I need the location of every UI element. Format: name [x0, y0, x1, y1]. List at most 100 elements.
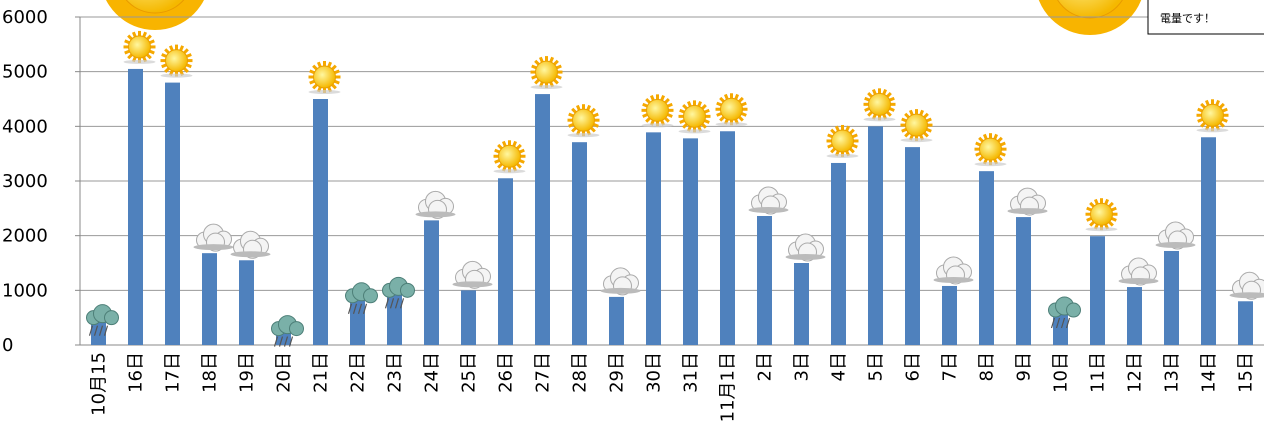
weather-icon	[1156, 222, 1196, 249]
x-tick-label: 6日	[903, 352, 924, 381]
x-tick-label: 21日	[311, 352, 332, 393]
x-tick-label: 11月1日	[718, 352, 739, 422]
weather-icon	[568, 104, 600, 137]
bar	[942, 286, 957, 345]
bar	[165, 83, 180, 345]
x-tick-label: 27日	[533, 352, 554, 393]
x-tick-label: 12日	[1125, 352, 1146, 393]
weather-icon	[864, 88, 896, 121]
sun-core	[499, 145, 521, 167]
weather-icon	[601, 268, 641, 295]
cloud-base	[231, 251, 271, 257]
sun-core	[684, 105, 706, 127]
bar	[979, 171, 994, 345]
weather-icon	[749, 187, 789, 214]
x-tick-label: 20日	[274, 352, 295, 393]
weather-icon	[494, 140, 526, 173]
x-tick-label: 19日	[237, 352, 258, 393]
sun-core	[906, 114, 928, 136]
x-tick-label: 26日	[496, 352, 517, 393]
weather-icon	[642, 94, 674, 127]
cloud-base	[601, 288, 641, 294]
sun-shadow	[531, 85, 563, 89]
rain-cloud	[401, 283, 415, 297]
bar	[572, 142, 587, 345]
sun-core	[1091, 203, 1113, 225]
x-tick-label: 16日	[126, 352, 147, 393]
bar	[905, 147, 920, 345]
bar	[1090, 236, 1105, 345]
x-tick-label: 5日	[866, 352, 887, 381]
weather-icon	[716, 93, 748, 126]
bar	[868, 126, 883, 345]
y-tick-label: 4000	[2, 116, 48, 137]
x-tick-label: 28日	[570, 352, 591, 393]
y-tick-label: 5000	[2, 62, 48, 83]
bar	[313, 99, 328, 345]
x-tick-label: 10日	[1051, 352, 1072, 393]
cloud-base	[453, 281, 493, 287]
weather-icon	[934, 257, 974, 284]
y-tick-label: 6000	[2, 7, 48, 28]
weather-icon	[124, 31, 156, 64]
sun-core	[166, 50, 188, 72]
x-tick-label: 15日	[1236, 352, 1257, 393]
weather-icon	[1230, 272, 1264, 299]
cloud-base	[416, 211, 456, 217]
bar	[720, 131, 735, 345]
x-tick-label: 29日	[607, 352, 628, 393]
bar	[461, 290, 476, 345]
bar	[1127, 287, 1142, 345]
annotation: 電量です！	[1160, 12, 1215, 25]
x-tick-label: 4日	[829, 352, 850, 381]
x-tick-label: 30日	[644, 352, 665, 393]
weather-icon	[531, 56, 563, 89]
bar	[535, 94, 550, 345]
y-tick-label: 1000	[2, 280, 48, 301]
y-tick-label: 2000	[2, 226, 48, 247]
sun-shadow	[827, 154, 859, 158]
cloud-base	[749, 207, 789, 213]
sun-core	[314, 66, 336, 88]
bar	[128, 69, 143, 345]
cloud-base	[934, 277, 974, 283]
rain-cloud	[1067, 303, 1081, 317]
x-tick-label: 9日	[1014, 352, 1035, 381]
sun-core	[869, 93, 891, 115]
sun-shadow	[716, 122, 748, 126]
weather-icon	[1008, 188, 1048, 215]
y-tick-label: 0	[2, 335, 13, 356]
y-tick-label: 3000	[2, 171, 48, 192]
bar	[239, 260, 254, 345]
sun-shadow	[309, 90, 341, 94]
weather-icon	[975, 133, 1007, 166]
bar	[1016, 217, 1031, 345]
bar	[646, 132, 661, 345]
sun-core	[1202, 104, 1224, 126]
bar	[831, 163, 846, 345]
weather-icon	[786, 234, 826, 261]
cloud-base	[786, 254, 826, 260]
cloud-base	[1156, 242, 1196, 248]
sun-shadow	[1197, 128, 1229, 132]
weather-icon	[901, 109, 933, 142]
x-tick-label: 2日	[755, 352, 776, 381]
weather-icon	[194, 224, 234, 251]
corner-sun	[100, 0, 210, 30]
sun-shadow	[679, 129, 711, 133]
sun-core	[721, 98, 743, 120]
x-tick-label: 7日	[940, 352, 961, 381]
x-tick-label: 31日	[681, 352, 702, 393]
bar	[683, 138, 698, 345]
bar	[498, 178, 513, 345]
sun-shadow	[124, 60, 156, 64]
rain-cloud	[105, 311, 119, 325]
sun-shadow	[494, 169, 526, 173]
weather-icon	[1086, 198, 1118, 231]
x-tick-label: 10月15	[89, 352, 110, 416]
sun-shadow	[1086, 227, 1118, 231]
sun-core	[832, 130, 854, 152]
rain-cloud	[364, 289, 378, 303]
x-tick-label: 13日	[1162, 352, 1183, 393]
bar	[794, 263, 809, 345]
